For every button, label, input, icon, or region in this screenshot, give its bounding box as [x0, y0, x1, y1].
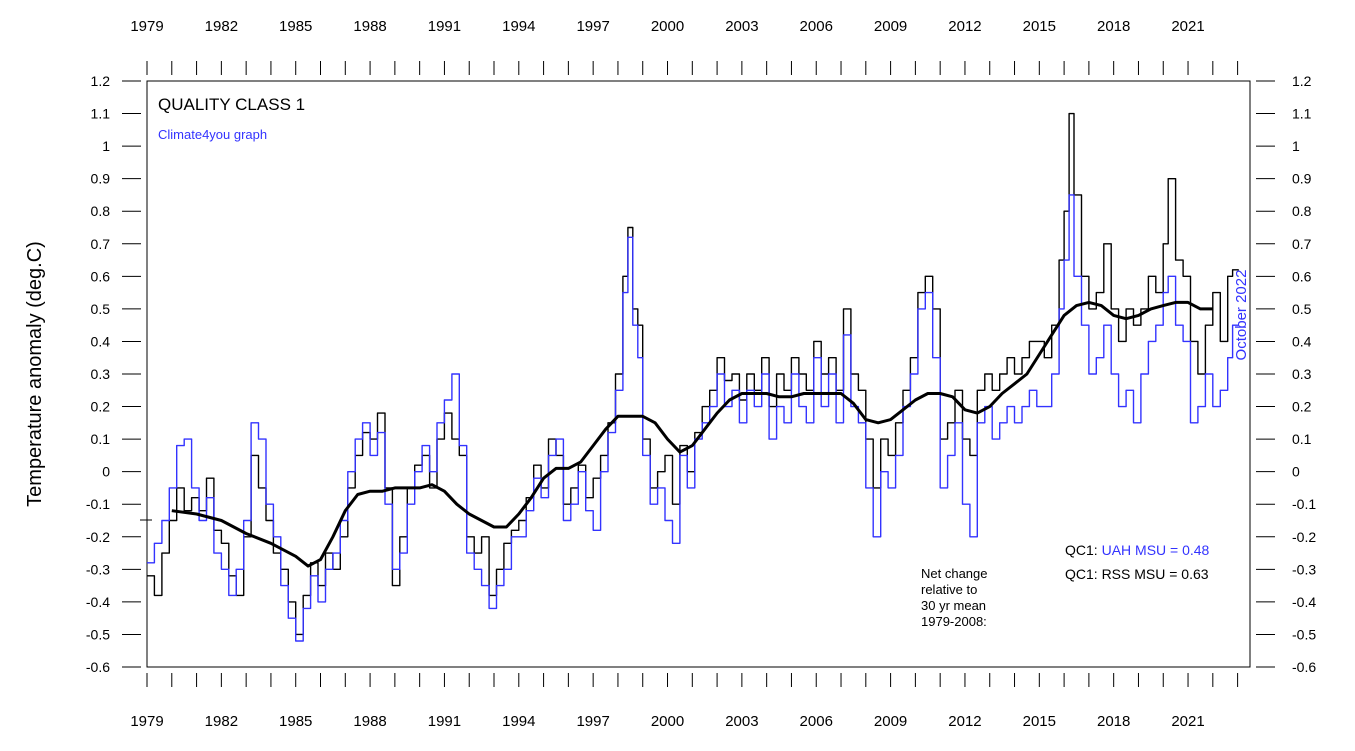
x-tick-label-top: 2006 [800, 18, 833, 35]
x-axis-top: 1979 1982 1985 1988 1991 1994 1997 2000 2003 2006… [130, 18, 1239, 75]
x-tick-label-bottom: 2018 [1097, 713, 1130, 730]
x-tick-label-bottom: 2000 [651, 713, 684, 730]
x-tick-label-bottom: 2015 [1023, 713, 1056, 730]
y-tick-label-right: 1.1 [1292, 106, 1312, 122]
x-tick-label-top: 1988 [353, 18, 386, 35]
qc1-uah-value: UAH MSU = 0.48 [1102, 542, 1210, 558]
y-tick-label-left: 0.3 [91, 366, 111, 382]
y-tick-label-left: 0.1 [91, 431, 111, 447]
y-tick-label-right: -0.6 [1292, 659, 1316, 675]
x-tick-label-top: 1997 [576, 18, 609, 35]
y-tick-label-right: 0.3 [1292, 366, 1312, 382]
y-tick-label-left: 0.5 [91, 301, 111, 317]
x-tick-label-bottom: 2006 [800, 713, 833, 730]
y-tick-label-left: 0.2 [91, 399, 111, 415]
y-tick-label-right: -0.4 [1292, 594, 1316, 610]
y-tick-label-left: 0.4 [91, 333, 111, 349]
y-tick-label-right: 0.9 [1292, 171, 1312, 187]
y-tick-label-right: 0.6 [1292, 268, 1312, 284]
y-tick-label-right: -0.3 [1292, 561, 1316, 577]
qc1-uah-annotation: QC1: UAH MSU = 0.48 [1065, 542, 1210, 558]
chart-subtitle: Climate4you graph [158, 127, 267, 142]
y-tick-label-right: -0.5 [1292, 626, 1316, 642]
x-tick-label-bottom: 2012 [948, 713, 981, 730]
y-tick-label-right: 0.1 [1292, 431, 1312, 447]
y-axis-left: 1.2 1.1 1 0.9 0.8 0.7 0.6 0.5 0.4 0.3 0.2 0.1 0 -0.1 -… [86, 73, 141, 675]
x-tick-label-top: 1982 [205, 18, 238, 35]
x-tick-label-bottom: 2021 [1171, 713, 1204, 730]
qc1-uah-prefix: QC1: [1065, 542, 1102, 558]
y-tick-label-right: 0.7 [1292, 236, 1312, 252]
y-tick-label-right: 0.2 [1292, 399, 1312, 415]
x-axis-bottom: 1979 1982 1985 1988 1991 1994 1997 2000 2003 2006… [130, 673, 1239, 730]
y-tick-label-left: 0.8 [91, 203, 111, 219]
x-tick-label-top: 2021 [1171, 18, 1204, 35]
net-change-note: Net change relative to 30 yr mean 1979-2… [921, 566, 988, 629]
y-tick-label-left: -0.2 [86, 529, 110, 545]
series-running-mean [171, 300, 1213, 568]
x-tick-label-bottom: 1997 [576, 713, 609, 730]
qc1-rss-annotation: QC1: RSS MSU = 0.63 [1065, 566, 1209, 582]
y-tick-label-left: -0.3 [86, 561, 110, 577]
note-line-3: 30 yr mean [921, 598, 986, 613]
x-tick-label-top: 1991 [428, 18, 461, 35]
note-line-1: Net change [921, 566, 988, 581]
x-tick-label-bottom: 1988 [353, 713, 386, 730]
x-tick-label-top: 1994 [502, 18, 535, 35]
x-tick-label-top: 2015 [1023, 18, 1056, 35]
y-tick-label-left: -0.1 [86, 496, 110, 512]
x-tick-label-bottom: 1991 [428, 713, 461, 730]
y-tick-label-left: -0.6 [86, 659, 110, 675]
x-tick-label-bottom: 2003 [725, 713, 758, 730]
x-tick-label-top: 2012 [948, 18, 981, 35]
y-tick-label-left: 0.6 [91, 268, 111, 284]
x-tick-label-top: 2009 [874, 18, 907, 35]
chart-title: QUALITY CLASS 1 [158, 95, 305, 114]
y-tick-label-left: 1.1 [91, 106, 111, 122]
x-tick-label-bottom: 1979 [130, 713, 163, 730]
y-tick-label-left: -0.5 [86, 626, 110, 642]
y-tick-label-right: -0.2 [1292, 529, 1316, 545]
x-tick-label-bottom: 1994 [502, 713, 535, 730]
x-tick-label-top: 2018 [1097, 18, 1130, 35]
x-tick-label-bottom: 1985 [279, 713, 312, 730]
y-tick-label-right: 0 [1292, 464, 1300, 480]
y-tick-label-right: -0.1 [1292, 496, 1316, 512]
x-tick-label-bottom: 1982 [205, 713, 238, 730]
y-tick-label-right: 1 [1292, 138, 1300, 154]
date-label: October 2022 [1233, 270, 1250, 361]
y-axis-right: 1.2 1.1 1 0.9 0.8 0.7 0.6 0.5 0.4 0.3 0.2 0.1 0 -0.1 -… [1256, 73, 1316, 675]
series-uah-msu-monthly [147, 194, 1239, 642]
y-tick-label-right: 0.4 [1292, 333, 1312, 349]
x-tick-label-top: 2003 [725, 18, 758, 35]
note-line-4: 1979-2008: [921, 614, 987, 629]
y-tick-label-left: 1.2 [91, 73, 111, 89]
x-tick-label-bottom: 2009 [874, 713, 907, 730]
y-tick-label-right: 0.8 [1292, 203, 1312, 219]
y-tick-label-left: 0 [102, 464, 110, 480]
y-axis-title: Temperature anomaly (deg.C) [24, 241, 46, 507]
y-tick-label-left: 0.7 [91, 236, 111, 252]
x-tick-label-top: 2000 [651, 18, 684, 35]
y-tick-label-right: 1.2 [1292, 73, 1312, 89]
y-tick-label-left: -0.4 [86, 594, 110, 610]
y-tick-label-right: 0.5 [1292, 301, 1312, 317]
y-tick-label-left: 0.9 [91, 171, 111, 187]
y-tick-label-left: 1 [102, 138, 110, 154]
x-tick-label-top: 1985 [279, 18, 312, 35]
x-tick-label-top: 1979 [130, 18, 163, 35]
series-layer [147, 112, 1239, 642]
note-line-2: relative to [921, 582, 977, 597]
